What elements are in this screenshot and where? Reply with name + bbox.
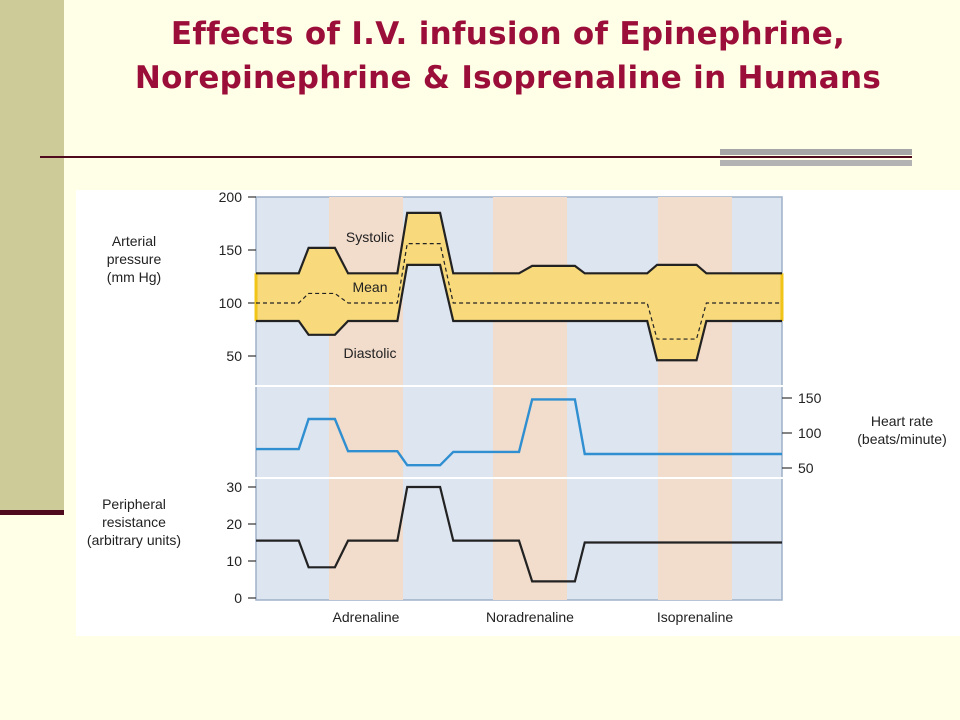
y-tick-label-peripheral_resistance-20: 20 — [226, 516, 242, 532]
heart-rate-label-2: (beats/minute) — [857, 431, 946, 447]
arterial-pressure-label-2: pressure — [107, 251, 162, 267]
category-label-noradrenaline: Noradrenaline — [486, 609, 574, 625]
series-line-peripheral-resistance — [256, 485, 782, 583]
category-label-adrenaline: Adrenaline — [333, 609, 400, 625]
rule-accent — [720, 149, 912, 155]
y-tick-label-arterial_pressure-200: 200 — [219, 190, 243, 205]
series-line-diastolic — [256, 263, 782, 362]
series-label-systolic: Systolic — [346, 229, 394, 245]
slide-title: Effects of I.V. infusion of Epinephrine,… — [134, 16, 882, 96]
series-label-diastolic: Diastolic — [344, 345, 397, 361]
y-tick-label-peripheral_resistance-0: 0 — [234, 590, 242, 606]
series-line-systolic — [256, 211, 782, 275]
series-line-heart-rate — [256, 398, 782, 467]
sidebar-tick — [0, 510, 64, 515]
y-tick-label-peripheral_resistance-30: 30 — [226, 479, 242, 495]
heart-rate-label-1: Heart rate — [871, 413, 933, 429]
y-tick-label-arterial_pressure-100: 100 — [219, 295, 243, 311]
y-tick-label-heart_rate-100: 100 — [798, 425, 822, 441]
peripheral-resistance-label-3: (arbitrary units) — [87, 532, 181, 548]
category-label-isoprenaline: Isoprenaline — [657, 609, 733, 625]
y-tick-label-heart_rate-150: 150 — [798, 390, 822, 406]
pressure-band — [256, 212, 782, 361]
y-tick-label-heart_rate-50: 50 — [798, 460, 814, 476]
peripheral-resistance-label-1: Peripheral — [102, 496, 166, 512]
arterial-pressure-label-3: (mm Hg) — [107, 269, 161, 285]
infusion-band-isoprenaline — [658, 197, 732, 600]
rule-accent-secondary — [720, 160, 912, 166]
y-tick-label-arterial_pressure-150: 150 — [219, 242, 243, 258]
y-tick-label-peripheral_resistance-10: 10 — [226, 553, 242, 569]
y-tick-label-arterial_pressure-50: 50 — [226, 348, 242, 364]
series-line-mean — [256, 243, 782, 340]
series-label-mean: Mean — [352, 279, 387, 295]
chart-container: 200 150 100 50 150 100 50 30 20 10 0 Arterial pres… — [76, 189, 960, 636]
title-rule — [40, 156, 912, 158]
sidebar-decoration — [0, 0, 64, 512]
peripheral-resistance-label-2: resistance — [102, 514, 166, 530]
arterial-pressure-label-1: Arterial — [112, 233, 156, 249]
